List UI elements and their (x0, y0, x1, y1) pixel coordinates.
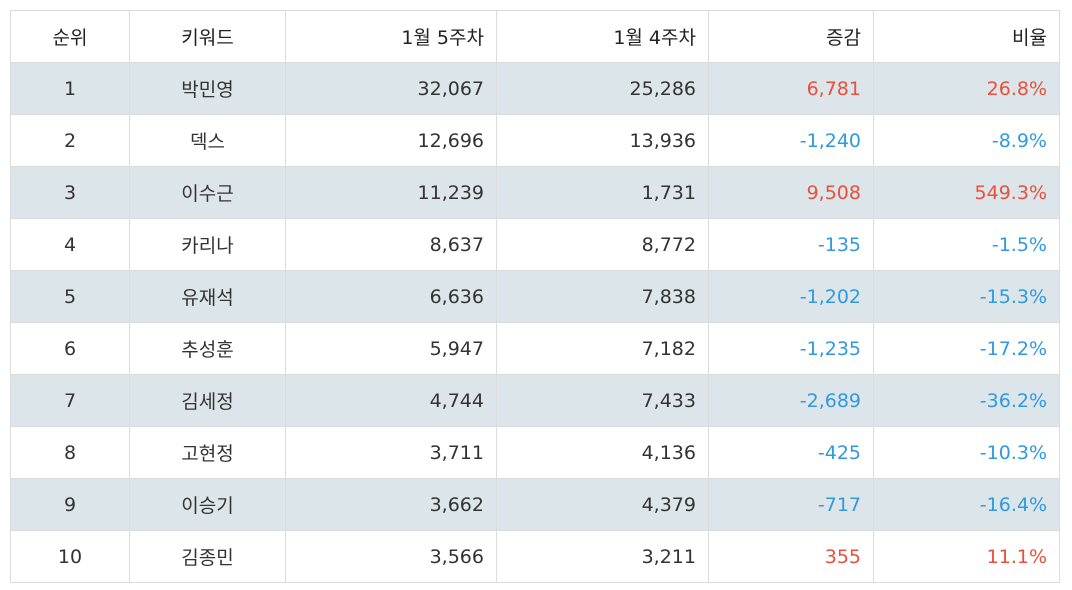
cell-week4: 3,211 (496, 530, 709, 583)
cell-ratio: -17.2% (873, 322, 1060, 375)
header-rank: 순위 (10, 10, 130, 63)
cell-week4: 4,136 (496, 426, 709, 479)
cell-ratio: -16.4% (873, 478, 1060, 531)
cell-change: -1,202 (708, 270, 874, 323)
cell-week4: 4,379 (496, 478, 709, 531)
header-keyword: 키워드 (129, 10, 286, 63)
cell-change: 355 (708, 530, 874, 583)
cell-rank: 5 (10, 270, 130, 323)
cell-week4: 25,286 (496, 62, 709, 115)
table-row: 10 김종민 3,566 3,211 355 11.1% (10, 530, 1060, 583)
cell-keyword: 추성훈 (129, 322, 286, 375)
cell-week5: 3,662 (285, 478, 497, 531)
cell-keyword: 이승기 (129, 478, 286, 531)
table-row: 6 추성훈 5,947 7,182 -1,235 -17.2% (10, 322, 1060, 375)
header-change: 증감 (708, 10, 874, 63)
cell-change: 9,508 (708, 166, 874, 219)
header-row: 순위 키워드 1월 5주차 1월 4주차 증감 비율 (10, 10, 1060, 63)
cell-week5: 5,947 (285, 322, 497, 375)
cell-change: -717 (708, 478, 874, 531)
cell-week5: 4,744 (285, 374, 497, 427)
cell-ratio: 549.3% (873, 166, 1060, 219)
keyword-ranking-table-container: 순위 키워드 1월 5주차 1월 4주차 증감 비율 1 박민영 32,067 25,… (10, 10, 1060, 583)
cell-keyword: 김세정 (129, 374, 286, 427)
header-week5: 1월 5주차 (285, 10, 497, 63)
cell-rank: 2 (10, 114, 130, 167)
cell-change: -2,689 (708, 374, 874, 427)
cell-rank: 6 (10, 322, 130, 375)
table-row: 1 박민영 32,067 25,286 6,781 26.8% (10, 62, 1060, 115)
cell-rank: 7 (10, 374, 130, 427)
table-row: 5 유재석 6,636 7,838 -1,202 -15.3% (10, 270, 1060, 323)
table-row: 7 김세정 4,744 7,433 -2,689 -36.2% (10, 374, 1060, 427)
cell-change: 6,781 (708, 62, 874, 115)
cell-ratio: -15.3% (873, 270, 1060, 323)
cell-keyword: 카리나 (129, 218, 286, 271)
cell-week4: 8,772 (496, 218, 709, 271)
cell-ratio: -36.2% (873, 374, 1060, 427)
cell-rank: 4 (10, 218, 130, 271)
cell-change: -1,240 (708, 114, 874, 167)
cell-week5: 12,696 (285, 114, 497, 167)
cell-week5: 8,637 (285, 218, 497, 271)
cell-week4: 7,838 (496, 270, 709, 323)
cell-keyword: 유재석 (129, 270, 286, 323)
header-ratio: 비율 (873, 10, 1060, 63)
cell-ratio: 11.1% (873, 530, 1060, 583)
cell-keyword: 박민영 (129, 62, 286, 115)
cell-change: -1,235 (708, 322, 874, 375)
cell-keyword: 김종민 (129, 530, 286, 583)
table-row: 9 이승기 3,662 4,379 -717 -16.4% (10, 478, 1060, 531)
keyword-ranking-table: 순위 키워드 1월 5주차 1월 4주차 증감 비율 1 박민영 32,067 25,… (10, 10, 1060, 583)
cell-rank: 3 (10, 166, 130, 219)
cell-week4: 7,433 (496, 374, 709, 427)
table-row: 3 이수근 11,239 1,731 9,508 549.3% (10, 166, 1060, 219)
cell-ratio: -10.3% (873, 426, 1060, 479)
cell-keyword: 고현정 (129, 426, 286, 479)
cell-rank: 1 (10, 62, 130, 115)
cell-rank: 8 (10, 426, 130, 479)
cell-week4: 1,731 (496, 166, 709, 219)
table-row: 2 덱스 12,696 13,936 -1,240 -8.9% (10, 114, 1060, 167)
cell-week5: 6,636 (285, 270, 497, 323)
cell-week5: 3,711 (285, 426, 497, 479)
table-body: 1 박민영 32,067 25,286 6,781 26.8% 2 덱스 12,696 13,93… (10, 62, 1060, 583)
table-header: 순위 키워드 1월 5주차 1월 4주차 증감 비율 (10, 10, 1060, 63)
table-row: 4 카리나 8,637 8,772 -135 -1.5% (10, 218, 1060, 271)
cell-week5: 11,239 (285, 166, 497, 219)
table-row: 8 고현정 3,711 4,136 -425 -10.3% (10, 426, 1060, 479)
cell-change: -135 (708, 218, 874, 271)
cell-ratio: -8.9% (873, 114, 1060, 167)
cell-week4: 7,182 (496, 322, 709, 375)
cell-week5: 32,067 (285, 62, 497, 115)
cell-change: -425 (708, 426, 874, 479)
cell-ratio: -1.5% (873, 218, 1060, 271)
cell-rank: 10 (10, 530, 130, 583)
cell-keyword: 이수근 (129, 166, 286, 219)
cell-week4: 13,936 (496, 114, 709, 167)
cell-keyword: 덱스 (129, 114, 286, 167)
cell-week5: 3,566 (285, 530, 497, 583)
cell-ratio: 26.8% (873, 62, 1060, 115)
header-week4: 1월 4주차 (496, 10, 709, 63)
cell-rank: 9 (10, 478, 130, 531)
